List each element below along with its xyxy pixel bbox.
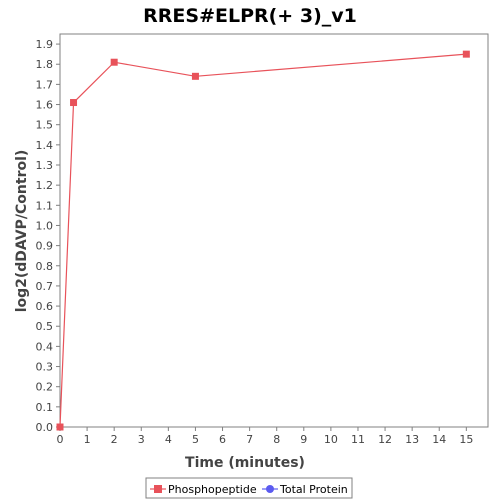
x-tick-label: 12 [378,433,392,446]
legend-label: Phosphopeptide [168,483,257,496]
series-layer [56,50,470,431]
y-tick-label: 1.5 [36,119,54,132]
legend-label: Total Protein [279,483,348,496]
data-point [462,50,470,58]
y-tick-label: 0.6 [36,300,54,313]
y-tick-label: 0.0 [36,421,54,434]
y-tick-label: 1.8 [36,58,54,71]
legend-marker [266,485,274,493]
chart-title: RRES#ELPR(+ 3)_v1 [143,5,357,27]
x-tick-label: 14 [432,433,446,446]
x-tick-label: 1 [84,433,91,446]
y-tick-label: 1.0 [36,219,54,232]
x-tick-label: 4 [165,433,172,446]
y-tick-label: 1.3 [36,159,54,172]
y-tick-label: 1.4 [36,139,54,152]
y-tick-label: 1.6 [36,99,54,112]
x-tick-label: 9 [300,433,307,446]
legend: Phosphopeptide Total Protein [145,477,353,499]
y-axis: 0.0 0.1 0.2 0.3 0.4 0.5 0.6 0.7 0.8 0.9 1.0 1.1 1.2 1… [36,38,60,434]
y-tick-label: 0.8 [36,260,54,273]
y-tick-label: 0.2 [36,381,54,394]
y-tick-label: 0.7 [36,280,54,293]
y-tick-label: 1.9 [36,38,54,51]
x-tick-label: 2 [111,433,118,446]
x-tick-label: 0 [57,433,64,446]
y-tick-label: 0.3 [36,361,54,374]
x-tick-label: 13 [405,433,419,446]
x-tick-label: 7 [246,433,253,446]
y-tick-label: 0.4 [36,340,54,353]
y-tick-label: 1.7 [36,78,54,91]
plot-area [59,33,489,428]
y-tick-label: 0.1 [36,401,54,414]
y-tick-label: 0.9 [36,240,54,253]
legend-marker [154,485,162,493]
data-point [110,58,118,66]
x-tick-label: 8 [273,433,280,446]
x-tick-label: 6 [219,433,226,446]
y-axis-label: log2(dDAVP/Control) [14,150,30,313]
x-tick-label: 11 [351,433,365,446]
data-point [56,423,64,431]
x-axis: 0 1 2 3 4 5 6 7 8 9 10 11 12 13 14 15 [57,427,473,446]
y-tick-label: 1.2 [36,179,54,192]
y-tick-label: 0.5 [36,320,54,333]
x-tick-label: 15 [459,433,473,446]
data-point [70,99,78,107]
legend-box [145,477,353,499]
x-tick-label: 10 [324,433,338,446]
x-tick-label: 3 [138,433,145,446]
y-tick-label: 1.1 [36,199,54,212]
data-point [191,72,199,80]
x-axis-label: Time (minutes) [185,455,305,471]
x-tick-label: 5 [192,433,199,446]
